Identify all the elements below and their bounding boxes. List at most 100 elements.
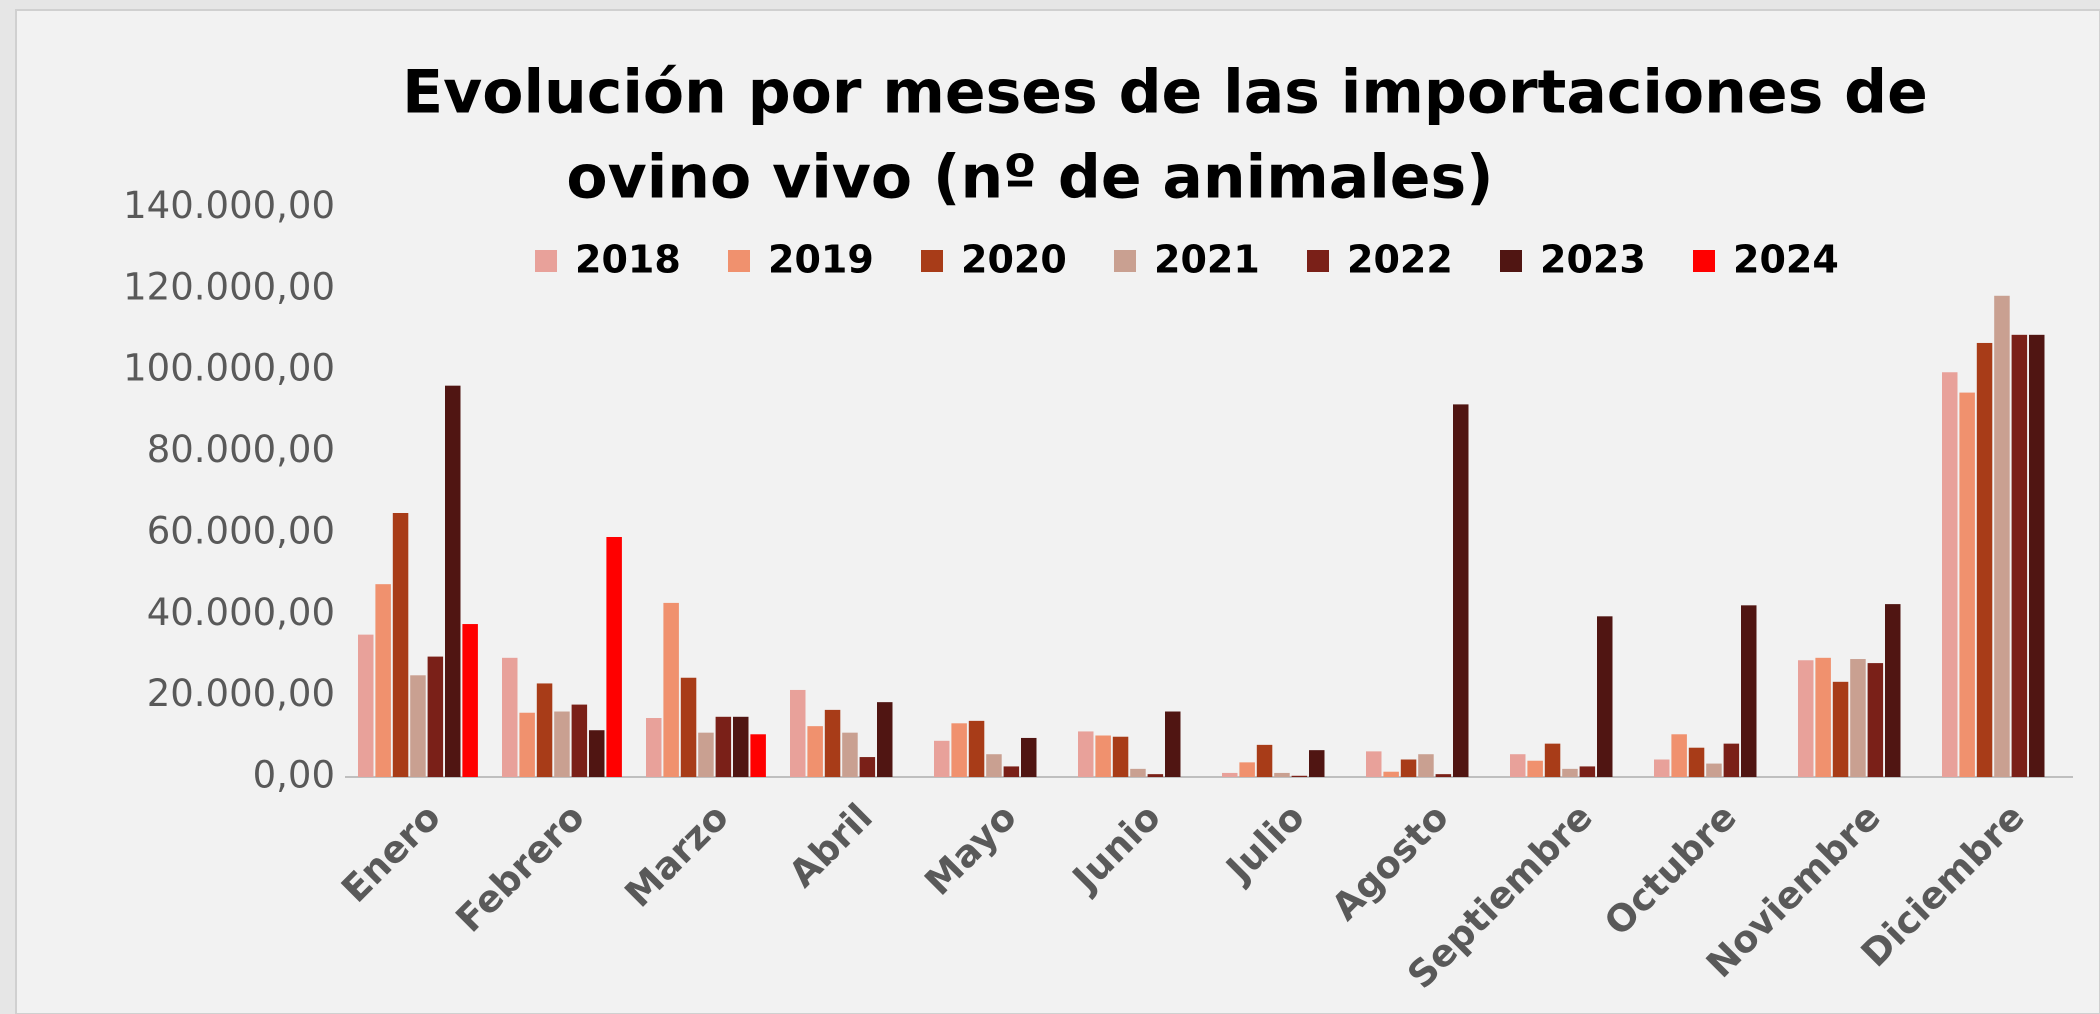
bar [842, 732, 858, 777]
bar [502, 657, 518, 777]
bar [986, 754, 1002, 777]
bar [1165, 711, 1181, 777]
bar [589, 730, 605, 777]
bar [1095, 735, 1111, 777]
bar [375, 584, 391, 777]
legend-swatch [1114, 250, 1136, 272]
bar [2029, 334, 2045, 777]
bar [519, 712, 535, 777]
bar [410, 675, 426, 777]
y-tick-label: 20.000,00 [147, 672, 335, 715]
bar [1597, 616, 1613, 777]
chart-background [15, 9, 2100, 1014]
bar [1562, 768, 1578, 777]
bar [571, 704, 588, 777]
bar [1850, 659, 1866, 777]
y-tick-label: 80.000,00 [147, 428, 335, 471]
bar [1654, 759, 1670, 777]
bar [1003, 766, 1020, 777]
bar [1579, 766, 1596, 777]
legend-label: 2022 [1347, 238, 1453, 282]
y-tick-label: 60.000,00 [147, 509, 335, 552]
bar [554, 711, 570, 777]
legend-label: 2023 [1540, 238, 1646, 282]
legend-swatch [1500, 250, 1522, 272]
bar [1959, 392, 1975, 777]
bar [1383, 771, 1399, 777]
bar [445, 385, 461, 777]
bar [2011, 334, 2028, 777]
bar [1815, 657, 1831, 777]
y-tick-label: 40.000,00 [147, 591, 335, 634]
bar [1832, 681, 1849, 777]
bar [1147, 774, 1164, 777]
legend-swatch [728, 250, 750, 272]
bar [1291, 775, 1308, 777]
bar [1418, 754, 1434, 777]
legend-swatch [1307, 250, 1329, 272]
bar [1078, 731, 1094, 777]
bar [715, 716, 732, 777]
bar [663, 602, 679, 777]
bar [1400, 759, 1417, 777]
bar [1671, 734, 1687, 777]
bar [1688, 747, 1705, 777]
bar [1527, 760, 1543, 777]
bar [951, 723, 967, 777]
bar [1309, 750, 1325, 777]
legend-swatch [535, 250, 557, 272]
bar [1435, 774, 1452, 777]
bar [1274, 772, 1290, 777]
bar [934, 740, 950, 777]
bar [750, 734, 766, 777]
bar [1510, 754, 1526, 777]
legend-label: 2018 [575, 238, 681, 282]
bar [807, 726, 823, 777]
bar [1994, 295, 2010, 777]
bar [536, 683, 553, 777]
bar [1222, 772, 1238, 777]
bar [1021, 737, 1037, 777]
legend-label: 2024 [1733, 238, 1839, 282]
bar [462, 624, 478, 777]
bar [1798, 660, 1814, 777]
bar [1885, 604, 1901, 777]
legend-swatch [921, 250, 943, 272]
bar [646, 718, 662, 777]
bar [698, 732, 714, 777]
bar [1544, 743, 1561, 777]
bar [1867, 663, 1884, 777]
legend-label: 2020 [961, 238, 1067, 282]
bar [1130, 768, 1146, 777]
bar [606, 536, 622, 777]
bar [358, 634, 374, 777]
bar [1239, 762, 1255, 777]
bar [392, 512, 409, 777]
bar [1256, 744, 1273, 777]
bar [824, 709, 841, 777]
chart-title: ovino vivo (nº de animales) [566, 143, 1493, 213]
bar [968, 720, 985, 777]
bar [427, 656, 444, 777]
bar [1942, 372, 1958, 777]
y-tick-label: 100.000,00 [123, 347, 335, 390]
bar [877, 702, 893, 777]
y-tick-label: 0,00 [253, 754, 335, 797]
bar [790, 689, 806, 777]
bar [859, 757, 876, 777]
legend-swatch [1693, 250, 1715, 272]
y-tick-label: 120.000,00 [123, 265, 335, 308]
bar [1741, 605, 1757, 777]
legend-label: 2019 [768, 238, 874, 282]
bar [1706, 763, 1722, 777]
bar [1453, 404, 1469, 777]
bar [1366, 751, 1382, 777]
bar [680, 677, 697, 777]
bar [1112, 736, 1129, 777]
bar [1723, 743, 1740, 777]
bar [1976, 342, 1993, 777]
chart-title: Evolución por meses de las importaciones… [402, 58, 1928, 128]
y-tick-label: 140.000,00 [123, 184, 335, 227]
legend-label: 2021 [1154, 238, 1260, 282]
